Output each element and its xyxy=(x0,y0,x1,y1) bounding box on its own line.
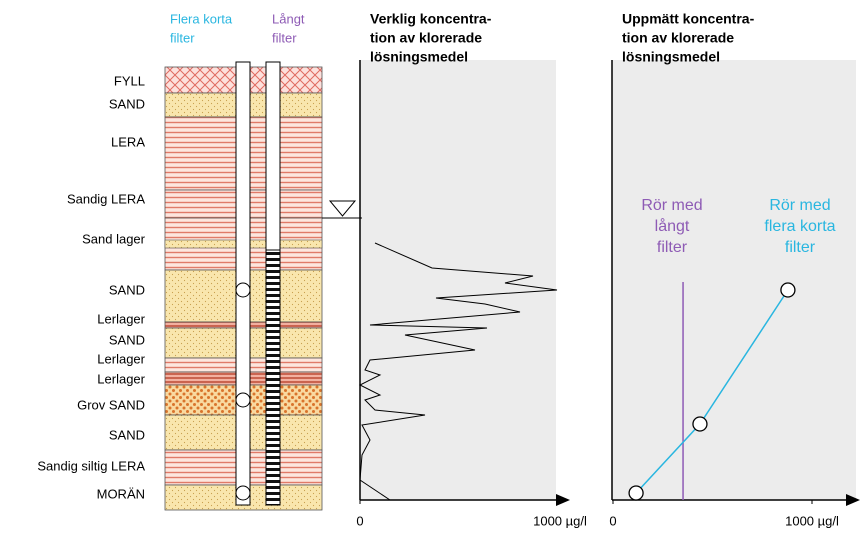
layer-label: SAND xyxy=(109,427,145,442)
layer-label: Grov SAND xyxy=(77,397,145,412)
layer-label: Lerlager xyxy=(97,371,145,386)
soil-column xyxy=(165,62,322,510)
annotation: filter xyxy=(785,239,816,256)
short-filter-screen xyxy=(236,393,250,407)
layer-label: LERA xyxy=(111,134,145,149)
annotation: flera korta xyxy=(764,218,835,235)
header-label: Långt xyxy=(272,11,305,26)
short-filter-point xyxy=(629,486,643,500)
layer-label: SAND xyxy=(109,282,145,297)
layer-label: Sandig siltig LERA xyxy=(37,458,145,473)
panel-bg xyxy=(612,60,856,500)
panel-title: Verklig koncentra- xyxy=(370,11,492,27)
diagram: Flera korta filter Långt filter Verklig konc… xyxy=(0,0,861,534)
layer-label: Lerlager xyxy=(97,311,145,326)
long-filter-screen xyxy=(266,250,280,505)
short-filter-screen xyxy=(236,486,250,500)
short-filter-screen xyxy=(236,283,250,297)
annotation: långt xyxy=(655,217,690,235)
water-table xyxy=(322,201,362,218)
layer-label: Sandig LERA xyxy=(67,191,145,206)
panel-title: lösningsmedel xyxy=(370,49,468,65)
panel-title: Uppmätt koncentra- xyxy=(622,11,755,27)
header-label: Flera korta xyxy=(170,11,233,26)
layer-label: MORÄN xyxy=(97,486,145,501)
annotation: filter xyxy=(657,239,688,256)
header-label: filter xyxy=(170,30,195,45)
axis-arrow xyxy=(556,494,570,506)
panel-title: tion av klorerade xyxy=(622,30,734,46)
short-filter-point xyxy=(781,283,795,297)
x-tick-label: 1000 µg/l xyxy=(533,513,587,528)
annotation: Rör med xyxy=(641,197,702,214)
long-filter-tube xyxy=(266,62,280,250)
panel-title: lösningsmedel xyxy=(622,49,720,65)
layer-label: SAND xyxy=(109,96,145,111)
panel-bg xyxy=(360,60,556,500)
annotation: Rör med xyxy=(769,197,830,214)
panel-title: tion av klorerade xyxy=(370,30,482,46)
x-tick-label: 0 xyxy=(609,513,616,528)
layer-label: Sand lager xyxy=(82,231,146,246)
x-tick-label: 0 xyxy=(356,513,363,528)
header-label: filter xyxy=(272,30,297,45)
layer-label: SAND xyxy=(109,332,145,347)
layer-label: FYLL xyxy=(114,73,145,88)
short-filter-point xyxy=(693,417,707,431)
layer-label: Lerlager xyxy=(97,351,145,366)
x-tick-label: 1000 µg/l xyxy=(785,513,839,528)
